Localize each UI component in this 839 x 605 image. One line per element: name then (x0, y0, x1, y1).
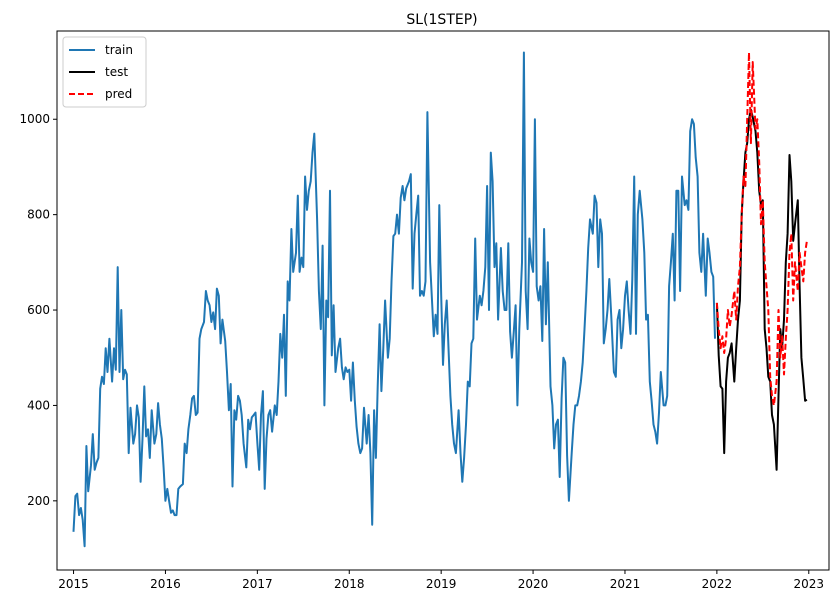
x-tick-label: 2015 (58, 577, 89, 591)
x-tick-label: 2018 (334, 577, 365, 591)
legend-label-train: train (105, 43, 133, 57)
y-tick-label: 1000 (19, 112, 50, 126)
series-line-train (72, 51, 716, 548)
x-axis: 2015 2016 2017 2018 2019 2020 2021 2022 2023 (58, 570, 824, 591)
x-tick-label: 2022 (702, 577, 733, 591)
y-tick-label: 800 (27, 208, 50, 222)
x-tick-label: 2016 (150, 577, 181, 591)
x-tick-label: 2023 (794, 577, 825, 591)
axes-frame (56, 30, 830, 571)
series-line-pred (715, 51, 808, 407)
legend-label-test: test (105, 65, 128, 79)
y-tick-label: 400 (27, 398, 50, 412)
plot-area (72, 51, 808, 548)
x-tick-label: 2021 (610, 577, 641, 591)
chart-title: SL(1STEP) (406, 12, 477, 28)
legend-label-pred: pred (105, 87, 132, 101)
x-tick-label: 2017 (242, 577, 273, 591)
y-tick-label: 200 (27, 494, 50, 508)
y-axis: 200 400 600 800 1000 (19, 112, 57, 508)
y-tick-label: 600 (27, 303, 50, 317)
legend: train test pred (62, 36, 147, 108)
x-tick-label: 2019 (426, 577, 457, 591)
legend-box (62, 36, 147, 108)
x-tick-label: 2020 (518, 577, 549, 591)
